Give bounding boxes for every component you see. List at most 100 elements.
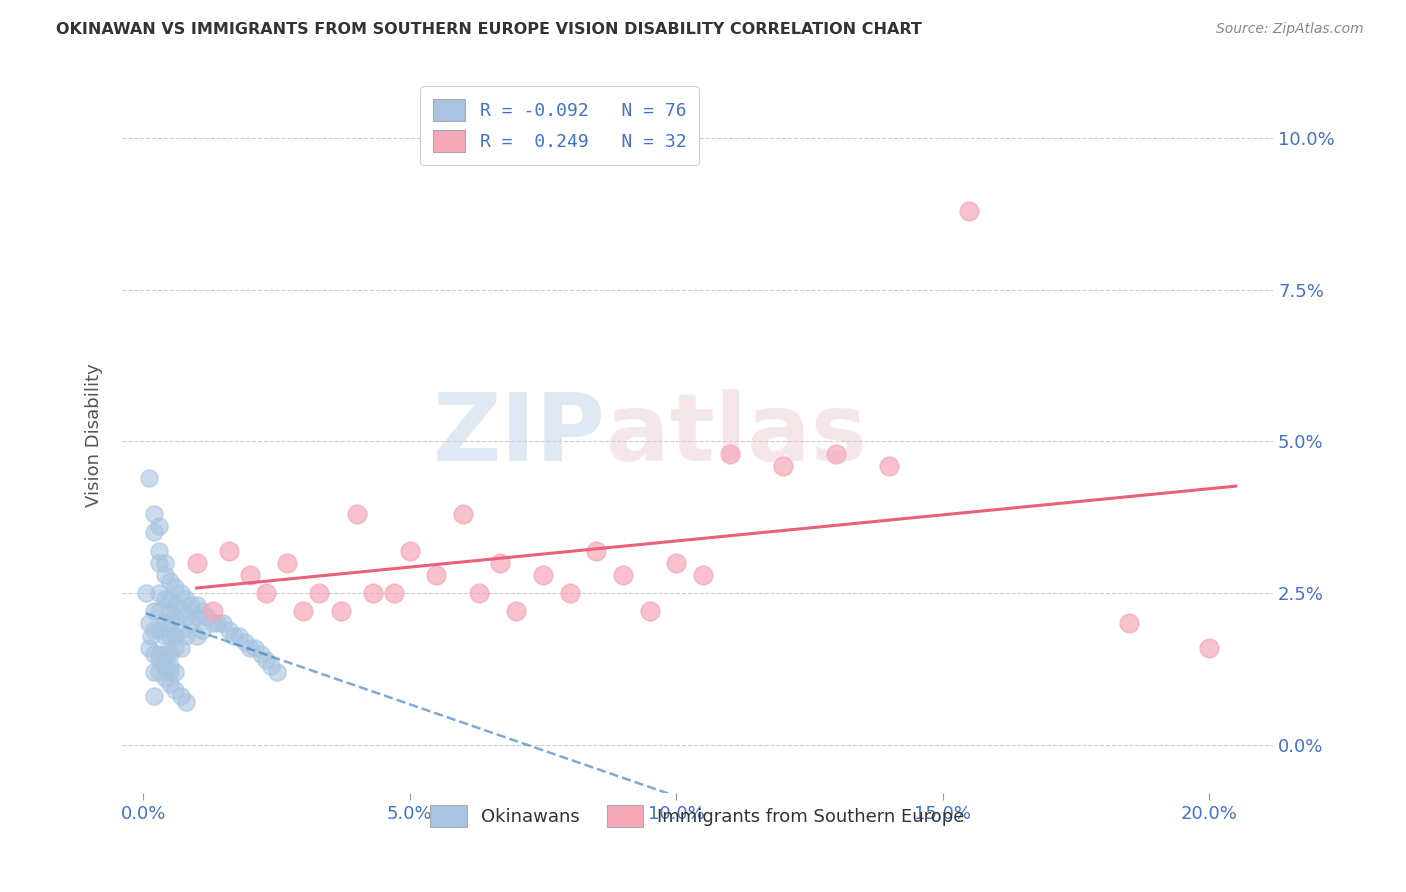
Point bbox=[135, 586, 157, 600]
Legend: Okinawans, Immigrants from Southern Europe: Okinawans, Immigrants from Southern Euro… bbox=[423, 798, 972, 834]
Point bbox=[398, 543, 420, 558]
Point bbox=[260, 659, 283, 673]
Point bbox=[186, 629, 208, 643]
Point bbox=[308, 586, 330, 600]
Point bbox=[159, 629, 181, 643]
Point bbox=[382, 586, 405, 600]
Text: atlas: atlas bbox=[606, 390, 866, 482]
Point bbox=[468, 586, 491, 600]
Point bbox=[957, 203, 980, 218]
Point bbox=[174, 629, 197, 643]
Point bbox=[159, 647, 181, 661]
Point bbox=[153, 647, 176, 661]
Point bbox=[772, 458, 794, 473]
Point bbox=[148, 623, 170, 637]
Point bbox=[218, 543, 240, 558]
Point bbox=[346, 508, 368, 522]
Point bbox=[292, 604, 315, 618]
Point bbox=[159, 659, 181, 673]
Point bbox=[233, 634, 256, 648]
Point bbox=[159, 604, 181, 618]
Point bbox=[148, 586, 170, 600]
Point bbox=[174, 592, 197, 607]
Point bbox=[165, 640, 187, 655]
Point bbox=[195, 610, 218, 624]
Point bbox=[1118, 616, 1140, 631]
Y-axis label: Vision Disability: Vision Disability bbox=[86, 364, 103, 508]
Point bbox=[201, 604, 224, 618]
Point bbox=[153, 671, 176, 685]
Point bbox=[143, 690, 166, 704]
Point bbox=[138, 471, 160, 485]
Point bbox=[191, 604, 214, 618]
Point bbox=[665, 556, 688, 570]
Point bbox=[239, 568, 262, 582]
Point bbox=[148, 665, 170, 679]
Point bbox=[153, 568, 176, 582]
Point bbox=[165, 683, 187, 698]
Point bbox=[165, 610, 187, 624]
Point bbox=[143, 647, 166, 661]
Point bbox=[143, 508, 166, 522]
Point bbox=[169, 690, 191, 704]
Point bbox=[186, 599, 208, 613]
Point bbox=[165, 599, 187, 613]
Point bbox=[361, 586, 384, 600]
Point bbox=[148, 556, 170, 570]
Point bbox=[218, 623, 240, 637]
Point bbox=[159, 592, 181, 607]
Point bbox=[212, 616, 235, 631]
Point bbox=[638, 604, 661, 618]
Point bbox=[153, 592, 176, 607]
Point bbox=[148, 604, 170, 618]
Point bbox=[165, 580, 187, 594]
Text: Source: ZipAtlas.com: Source: ZipAtlas.com bbox=[1216, 22, 1364, 37]
Point bbox=[159, 677, 181, 691]
Point bbox=[159, 665, 181, 679]
Point bbox=[207, 616, 229, 631]
Point bbox=[451, 508, 474, 522]
Point bbox=[191, 623, 214, 637]
Point bbox=[153, 629, 176, 643]
Point bbox=[1198, 640, 1220, 655]
Point bbox=[489, 556, 512, 570]
Point bbox=[239, 640, 262, 655]
Point bbox=[169, 604, 191, 618]
Point bbox=[153, 616, 176, 631]
Point bbox=[186, 556, 208, 570]
Point bbox=[148, 647, 170, 661]
Point bbox=[148, 653, 170, 667]
Point bbox=[228, 629, 250, 643]
Point bbox=[169, 586, 191, 600]
Point bbox=[143, 665, 166, 679]
Point bbox=[558, 586, 581, 600]
Point bbox=[165, 629, 187, 643]
Point bbox=[174, 695, 197, 709]
Point bbox=[825, 447, 848, 461]
Point bbox=[254, 586, 277, 600]
Point bbox=[879, 458, 901, 473]
Point bbox=[425, 568, 447, 582]
Point bbox=[148, 543, 170, 558]
Point bbox=[143, 604, 166, 618]
Point bbox=[169, 640, 191, 655]
Point bbox=[138, 616, 160, 631]
Point bbox=[249, 647, 271, 661]
Point bbox=[148, 519, 170, 533]
Point bbox=[266, 665, 288, 679]
Point bbox=[138, 640, 160, 655]
Point bbox=[180, 616, 202, 631]
Point bbox=[201, 616, 224, 631]
Point bbox=[505, 604, 527, 618]
Point bbox=[612, 568, 634, 582]
Point bbox=[276, 556, 298, 570]
Point bbox=[531, 568, 554, 582]
Point bbox=[159, 616, 181, 631]
Point bbox=[245, 640, 267, 655]
Point bbox=[143, 623, 166, 637]
Point bbox=[174, 610, 197, 624]
Point bbox=[169, 623, 191, 637]
Text: ZIP: ZIP bbox=[433, 390, 606, 482]
Text: OKINAWAN VS IMMIGRANTS FROM SOUTHERN EUROPE VISION DISABILITY CORRELATION CHART: OKINAWAN VS IMMIGRANTS FROM SOUTHERN EUR… bbox=[56, 22, 922, 37]
Point bbox=[153, 556, 176, 570]
